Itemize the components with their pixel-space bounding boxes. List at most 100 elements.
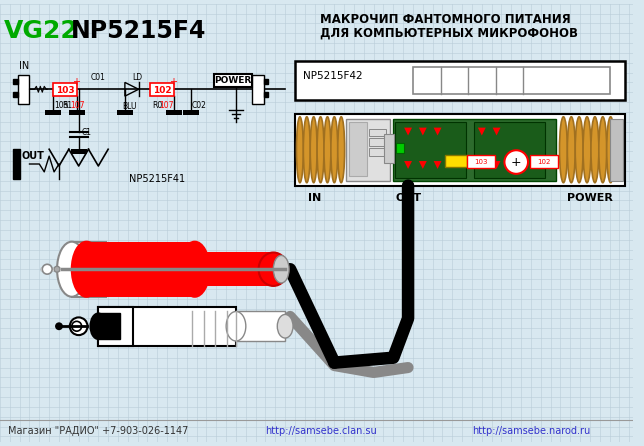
Text: C02: C02 bbox=[192, 101, 207, 110]
Bar bbox=[369, 148, 386, 156]
Bar bbox=[396, 143, 404, 153]
Circle shape bbox=[54, 266, 60, 272]
Bar bbox=[393, 119, 556, 181]
Text: +: + bbox=[511, 156, 522, 169]
Text: IN: IN bbox=[308, 194, 321, 203]
Bar bbox=[467, 155, 495, 168]
Bar bbox=[263, 79, 269, 84]
Bar bbox=[117, 110, 133, 115]
Polygon shape bbox=[478, 128, 486, 136]
Ellipse shape bbox=[259, 252, 288, 286]
Bar bbox=[252, 74, 263, 104]
Text: Магазин "РАДИО" +7-903-026-1147: Магазин "РАДИО" +7-903-026-1147 bbox=[8, 426, 188, 437]
Polygon shape bbox=[493, 128, 500, 136]
Bar bbox=[45, 110, 61, 115]
Ellipse shape bbox=[583, 117, 591, 183]
Polygon shape bbox=[404, 128, 412, 136]
Text: +: + bbox=[71, 78, 80, 87]
Ellipse shape bbox=[324, 117, 331, 183]
Bar bbox=[13, 92, 17, 97]
Text: BLU: BLU bbox=[122, 102, 137, 111]
Text: NP5215F42: NP5215F42 bbox=[303, 70, 363, 81]
Text: R1: R1 bbox=[62, 101, 72, 110]
Circle shape bbox=[55, 322, 63, 330]
Text: NP5215F41: NP5215F41 bbox=[129, 174, 185, 184]
Bar bbox=[530, 155, 558, 168]
Ellipse shape bbox=[303, 117, 310, 183]
Circle shape bbox=[504, 150, 528, 174]
Bar bbox=[17, 74, 30, 104]
Bar bbox=[53, 83, 77, 96]
Text: 107: 107 bbox=[70, 101, 84, 110]
Text: 102: 102 bbox=[537, 159, 551, 165]
Ellipse shape bbox=[90, 314, 106, 339]
Bar bbox=[384, 133, 394, 163]
Text: NP5215F4: NP5215F4 bbox=[71, 19, 206, 43]
Text: LD: LD bbox=[133, 73, 143, 82]
Text: OUT: OUT bbox=[22, 151, 44, 161]
Ellipse shape bbox=[567, 117, 575, 183]
Polygon shape bbox=[433, 161, 442, 169]
Bar bbox=[369, 128, 386, 136]
Bar bbox=[263, 92, 269, 97]
Ellipse shape bbox=[337, 117, 345, 183]
Ellipse shape bbox=[71, 321, 82, 331]
Bar bbox=[369, 138, 386, 146]
Bar bbox=[166, 110, 182, 115]
Ellipse shape bbox=[71, 242, 101, 297]
Text: 107: 107 bbox=[159, 101, 174, 110]
Text: 103: 103 bbox=[474, 159, 488, 165]
Ellipse shape bbox=[310, 117, 317, 183]
Ellipse shape bbox=[607, 117, 614, 183]
Circle shape bbox=[43, 264, 52, 274]
Bar bbox=[13, 79, 17, 84]
Ellipse shape bbox=[317, 117, 324, 183]
Bar bbox=[474, 122, 545, 178]
Bar bbox=[99, 314, 120, 339]
Ellipse shape bbox=[70, 318, 88, 335]
Bar bbox=[71, 149, 86, 154]
Text: R0: R0 bbox=[153, 101, 163, 110]
Ellipse shape bbox=[278, 314, 293, 338]
Bar bbox=[99, 306, 133, 346]
Ellipse shape bbox=[575, 117, 583, 183]
Bar bbox=[395, 122, 466, 178]
Polygon shape bbox=[493, 161, 500, 169]
Bar bbox=[446, 155, 467, 167]
Bar bbox=[610, 119, 623, 181]
Bar bbox=[99, 306, 236, 346]
Bar bbox=[151, 83, 174, 96]
Text: VG22: VG22 bbox=[4, 19, 79, 43]
Text: +: + bbox=[169, 78, 177, 87]
Text: ДЛЯ КОМПЬЮТЕРНЫХ МИКРОФОНОВ: ДЛЯ КОМПЬЮТЕРНЫХ МИКРОФОНОВ bbox=[319, 27, 578, 40]
Bar bbox=[236, 311, 285, 341]
Bar bbox=[346, 119, 390, 181]
Bar bbox=[69, 110, 84, 115]
Ellipse shape bbox=[180, 242, 209, 297]
Ellipse shape bbox=[296, 117, 303, 183]
Bar bbox=[349, 122, 367, 176]
Bar bbox=[13, 149, 20, 179]
Ellipse shape bbox=[226, 311, 246, 341]
Ellipse shape bbox=[331, 117, 337, 183]
Text: http://samsebe.narod.ru: http://samsebe.narod.ru bbox=[472, 426, 591, 437]
Ellipse shape bbox=[591, 117, 599, 183]
Ellipse shape bbox=[273, 256, 289, 283]
Text: 103: 103 bbox=[55, 86, 74, 95]
Bar bbox=[86, 242, 194, 297]
Text: POWER: POWER bbox=[214, 76, 252, 85]
Ellipse shape bbox=[57, 242, 86, 297]
Polygon shape bbox=[419, 128, 427, 136]
Text: C1: C1 bbox=[82, 128, 91, 137]
Ellipse shape bbox=[560, 117, 567, 183]
Text: C01: C01 bbox=[91, 73, 106, 82]
Bar bbox=[214, 74, 252, 87]
Bar bbox=[295, 61, 625, 100]
Text: IN: IN bbox=[19, 61, 29, 70]
Polygon shape bbox=[419, 161, 427, 169]
Text: 102: 102 bbox=[153, 86, 171, 95]
Bar bbox=[71, 242, 106, 297]
Bar bbox=[413, 66, 610, 94]
Polygon shape bbox=[433, 128, 442, 136]
Polygon shape bbox=[478, 161, 486, 169]
